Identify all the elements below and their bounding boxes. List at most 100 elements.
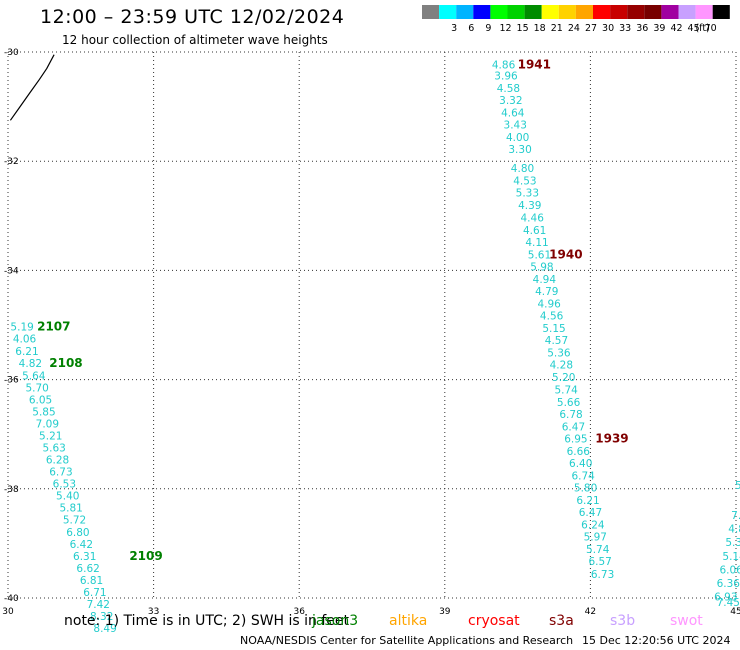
x-tick-label: 33 [148, 607, 159, 617]
wave-height-label: 3.96 [494, 70, 518, 82]
legend-swatch [473, 5, 491, 19]
legend-tick-label: 24 [568, 23, 580, 33]
legend-tick-label: 18 [534, 23, 546, 33]
wave-height-label: 5.80 [574, 483, 597, 495]
legend-tick-label: 33 [619, 23, 631, 33]
wave-height-label: 5.74 [586, 544, 610, 556]
wave-height-label: 8.32 [90, 611, 113, 623]
legend-tick-label: 45 [688, 23, 700, 33]
wave-height-label: 5.20 [552, 372, 575, 384]
wave-height-label: 6.28 [46, 455, 69, 467]
satellite-label-jason3: jason3 [312, 613, 359, 629]
wave-height-label: 4.57 [545, 335, 568, 347]
pass-time-annotation: 1940 [549, 247, 582, 261]
satellite-label-s3a: s3a [549, 613, 574, 629]
wave-height-label: 6.21 [576, 495, 599, 507]
wave-height-label: 6.81 [80, 575, 103, 587]
wave-height-label: 8.49 [93, 623, 116, 635]
wave-height-label: 6.73 [591, 569, 614, 581]
wave-height-label: 3.30 [508, 144, 531, 156]
wave-height-label: 6.62 [76, 563, 99, 575]
legend-tick-label: 27 [585, 23, 597, 33]
y-tick-label: -34 [4, 266, 19, 276]
wave-height-label: 5.3 [725, 537, 740, 549]
wave-height-label: 5.63 [42, 443, 65, 455]
satellite-legend: jason3 altika cryosat s3a s3b swot [0, 613, 740, 633]
legend-tick-label: 36 [636, 23, 648, 33]
legend-swatch [524, 5, 542, 19]
wave-height-label: 4.46 [521, 212, 545, 224]
satellite-label-cryosat: cryosat [468, 613, 520, 629]
pass-time-annotation: 2108 [49, 356, 82, 370]
wave-height-label: 4.28 [550, 360, 573, 372]
wave-height-label: 6.06 [719, 564, 740, 576]
wave-height-label: 4.11 [525, 237, 548, 249]
legend-swatch [661, 5, 679, 19]
legend-swatch [456, 5, 474, 19]
x-tick-label: 30 [2, 607, 14, 617]
legend-tick-label: 9 [485, 23, 491, 33]
legend-swatch [490, 5, 508, 19]
wave-height-label: 4.79 [535, 286, 558, 298]
coastline [9, 54, 55, 121]
legend-swatch [558, 5, 576, 19]
x-tick-label: 42 [585, 607, 596, 617]
wave-height-label: 6.80 [66, 527, 89, 539]
legend-tick-label: 39 [653, 23, 665, 33]
wave-height-label: 5.61 [528, 249, 551, 261]
wave-height-label: 5.74 [554, 384, 578, 396]
chart-subtitle: 12 hour collection of altimeter wave hei… [62, 33, 328, 47]
wave-height-label: 5.81 [59, 503, 82, 515]
footer-note: note: 1) Time is in UTC; 2) SWH is in fe… [64, 613, 350, 629]
wave-height-label: 3.43 [504, 119, 527, 131]
wave-height-label: 4.61 [523, 225, 546, 237]
wave-height-label: 7.09 [36, 419, 59, 431]
wave-height-label: 5.98 [530, 261, 553, 273]
generated-timestamp: 15 Dec 12:20:56 UTC 2024 [582, 634, 731, 647]
pass-time-annotation: 2107 [37, 319, 70, 333]
wave-height-label: 6.36 [717, 578, 740, 590]
wave-height-label: 6.57 [588, 556, 611, 568]
wave-height-label: 6.78 [559, 409, 582, 421]
wave-height-label: 4.8 [728, 523, 740, 535]
wave-height-label: 4.39 [518, 200, 541, 212]
wave-height-label: 4.00 [506, 132, 529, 144]
wave-height-label: 6.93 [714, 592, 737, 604]
wave-height-label: 5.36 [547, 348, 571, 360]
legend-tick-label: 30 [602, 23, 614, 33]
color-scale-legend: 3 6 9 12 15 18 21 24 27 30 33 36 39 42 45 70(ft) [422, 5, 730, 33]
legend-swatch [695, 5, 713, 19]
wave-height-label: 7.42 [87, 599, 110, 611]
legend-tick-label: 42 [670, 23, 682, 33]
wave-height-label: 4.82 [19, 358, 42, 370]
wave-height-label: 6.73 [49, 467, 72, 479]
wave-height-label: 5.64 [22, 371, 46, 383]
wave-height-label: 4.64 [501, 107, 525, 119]
wave-height-label: 4.56 [540, 311, 564, 323]
legend-unit: (ft) [695, 23, 709, 33]
wave-height-label: 3.32 [499, 95, 522, 107]
wave-height-label: 6.31 [73, 551, 96, 563]
wave-height-label: 4.53 [513, 176, 536, 188]
chart-title: 12:00 – 23:59 UTC 12/02/2024 [40, 6, 345, 28]
legend-swatch [541, 5, 559, 19]
wave-height-label: 7.45 [717, 597, 740, 609]
pass-time-annotation: 2109 [129, 549, 162, 563]
wave-height-label: 6.66 [567, 446, 591, 458]
satellite-label-swot: swot [670, 613, 703, 629]
legend-swatch [507, 5, 525, 19]
wave-height-label: 6.40 [569, 458, 592, 470]
legend-swatch [610, 5, 628, 19]
wave-height-label: 6.74 [571, 471, 595, 483]
x-tick-label: 45 [730, 607, 740, 617]
wave-height-label: 5.40 [56, 491, 79, 503]
wave-height-label: 5.14 [722, 551, 740, 563]
wave-height-label: 6.21 [15, 346, 38, 358]
wave-height-label: 5.21 [39, 431, 62, 443]
legend-swatch [678, 5, 696, 19]
y-tick-label: -32 [4, 157, 19, 167]
wave-height-label: 5.85 [32, 407, 55, 419]
credit-line: NOAA/NESDIS Center for Satellite Applica… [240, 634, 574, 647]
legend-swatch [712, 5, 730, 19]
